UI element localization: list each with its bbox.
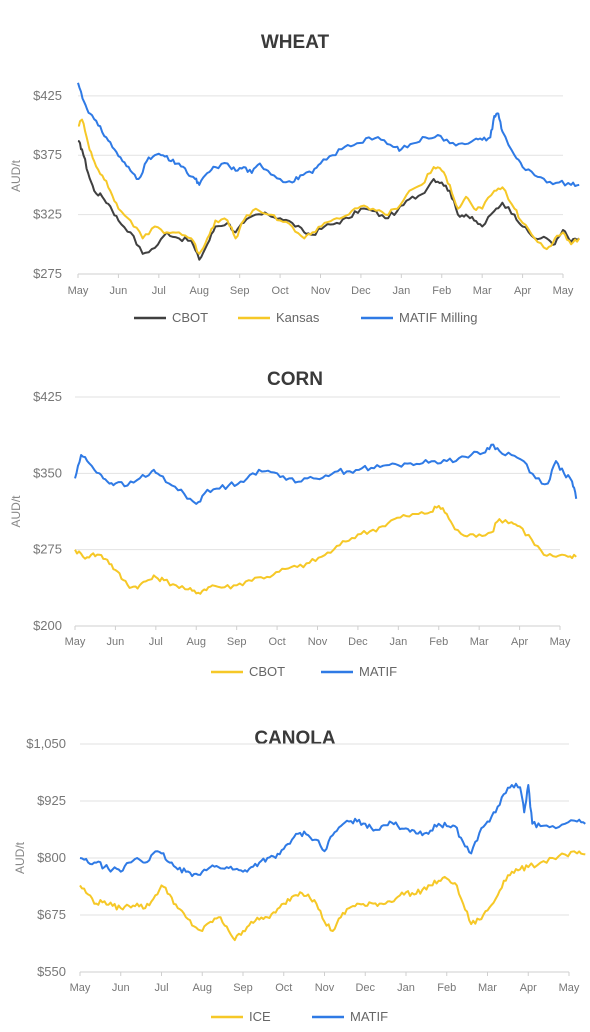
canola-x-tick-label: Dec <box>355 982 375 994</box>
canola-series-line-matif <box>79 782 586 878</box>
canola-y-tick-label: $550 <box>37 964 66 979</box>
wheat-title: WHEAT <box>261 32 330 53</box>
canola-x-tick-label: Jun <box>112 982 130 994</box>
wheat-series-line-matif-milling <box>77 82 580 187</box>
corn-y-tick-label: $275 <box>33 542 62 557</box>
canola-y-tick-label: $675 <box>37 907 66 922</box>
canola-y-tick-label: $1,050 <box>26 736 66 751</box>
canola-x-tick-label: May <box>559 982 580 994</box>
wheat-series-line-cbot <box>77 140 580 261</box>
canola-x-tick-label: May <box>70 982 91 994</box>
canola-y-tick-label: $925 <box>37 793 66 808</box>
corn-x-tick-label: Jun <box>107 636 125 648</box>
corn-x-tick-label: May <box>65 636 86 648</box>
canola-legend-label: ICE <box>249 1009 271 1024</box>
wheat-x-tick-label: Oct <box>272 285 289 297</box>
canola-x-tick-label: Mar <box>478 982 497 994</box>
corn-legend-label: CBOT <box>249 664 285 679</box>
wheat-x-tick-label: May <box>553 285 574 297</box>
corn-x-tick-label: Jul <box>149 636 163 648</box>
corn-x-tick-label: Aug <box>186 636 206 648</box>
canola-series-line-ice <box>79 850 586 942</box>
canola-x-tick-label: Nov <box>315 982 335 994</box>
corn-x-tick-label: Dec <box>348 636 368 648</box>
canola-y-axis-label: AUD/t <box>13 841 27 874</box>
corn-x-tick-label: Jan <box>389 636 407 648</box>
wheat-legend-label: MATIF Milling <box>399 310 477 325</box>
corn-x-tick-label: Apr <box>511 636 528 648</box>
wheat-chart: WHEAT $275 $325 $375 $425 May Jun Jul Aug Sep Oct N… <box>9 32 581 325</box>
wheat-x-tick-label: Feb <box>432 285 451 297</box>
corn-y-tick-label: $425 <box>33 389 62 404</box>
corn-chart: CORN $200 $275 $350 $425 May Jun Jul Aug Sep Oct No… <box>9 369 578 679</box>
corn-x-tick-label: May <box>550 636 571 648</box>
corn-x-tick-label: Oct <box>269 636 286 648</box>
canola-chart: CANOLA $550 $675 $800 $925 $1,050 May Jun Jul Aug… <box>13 728 586 1024</box>
wheat-y-tick-label: $325 <box>33 207 62 222</box>
wheat-legend-label: CBOT <box>172 310 208 325</box>
wheat-y-tick-label: $425 <box>33 88 62 103</box>
canola-x-tick-label: Apr <box>520 982 537 994</box>
wheat-y-axis-label: AUD/t <box>9 159 23 192</box>
wheat-x-tick-label: Aug <box>189 285 209 297</box>
wheat-x-tick-label: May <box>68 285 89 297</box>
corn-y-axis-label: AUD/t <box>9 495 23 528</box>
canola-x-tick-label: Jul <box>154 982 168 994</box>
canola-x-tick-label: Feb <box>437 982 456 994</box>
corn-legend-label: MATIF <box>359 664 397 679</box>
corn-x-tick-label: Sep <box>227 636 247 648</box>
canola-x-tick-label: Sep <box>233 982 253 994</box>
wheat-x-tick-label: Mar <box>473 285 492 297</box>
wheat-series-line-kansas <box>77 118 581 255</box>
canola-x-tick-label: Aug <box>192 982 212 994</box>
canola-title: CANOLA <box>254 728 336 749</box>
canola-y-tick-label: $800 <box>37 850 66 865</box>
corn-y-tick-label: $350 <box>33 465 62 480</box>
corn-x-tick-label: Nov <box>308 636 328 648</box>
canola-x-tick-label: Oct <box>275 982 292 994</box>
corn-x-tick-label: Mar <box>470 636 489 648</box>
wheat-x-tick-label: Sep <box>230 285 250 297</box>
corn-x-tick-label: Feb <box>429 636 448 648</box>
wheat-y-tick-label: $375 <box>33 147 62 162</box>
corn-series-line-matif <box>74 443 578 505</box>
corn-title: CORN <box>267 369 323 390</box>
wheat-legend-label: Kansas <box>276 310 320 325</box>
wheat-x-tick-label: Jan <box>392 285 410 297</box>
wheat-x-tick-label: Jul <box>152 285 166 297</box>
corn-y-tick-label: $200 <box>33 618 62 633</box>
wheat-x-tick-label: Jun <box>110 285 128 297</box>
corn-series-line-cbot <box>74 504 577 595</box>
wheat-x-tick-label: Nov <box>311 285 331 297</box>
wheat-x-tick-label: Apr <box>514 285 531 297</box>
wheat-y-tick-label: $275 <box>33 266 62 281</box>
canola-x-tick-label: Jan <box>397 982 415 994</box>
canola-legend-label: MATIF <box>350 1009 388 1024</box>
wheat-x-tick-label: Dec <box>351 285 371 297</box>
